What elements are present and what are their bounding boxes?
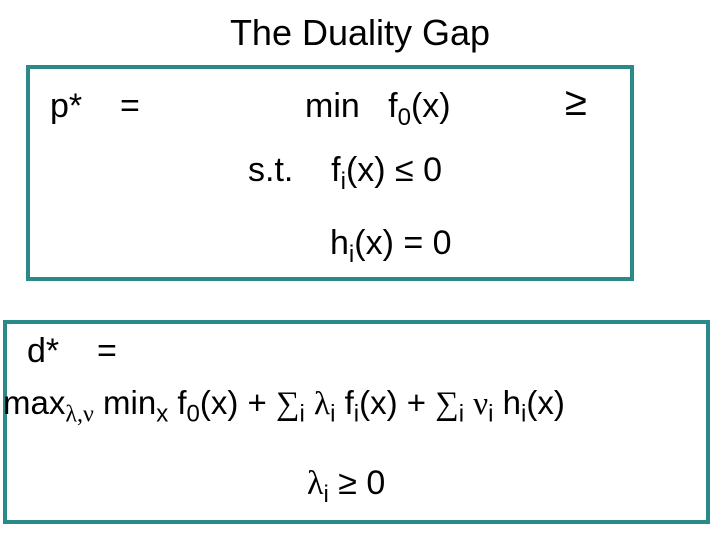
- st-constraint: s.t. fi(x) ≤ 0: [248, 151, 442, 190]
- sum2-sub: i: [459, 401, 464, 428]
- dhi-h: h: [503, 384, 521, 421]
- c-lam: λ: [307, 465, 324, 502]
- primal-box: p* = min f0(x) s.t. fi(x) ≤ 0 hi(x) = 0: [26, 65, 634, 281]
- dfi-arg: (x): [359, 384, 397, 421]
- min-sub: x: [156, 401, 168, 428]
- hi-h: h: [330, 224, 349, 262]
- slide-title: The Duality Gap: [0, 0, 720, 64]
- df0-sub: 0: [187, 401, 200, 428]
- df0-f: f: [177, 384, 186, 421]
- sum2: ∑: [435, 386, 459, 422]
- nu-sub: i: [488, 401, 493, 428]
- dual-box: d* = maxλ,ν minx f0(x) + ∑i λi fi(x) + ∑…: [3, 320, 710, 524]
- d-star: d*: [27, 332, 59, 370]
- dmin-word: min: [103, 384, 156, 421]
- lam: λ: [314, 386, 330, 422]
- dhi-arg: (x): [526, 384, 564, 421]
- sum1-sub: i: [300, 401, 305, 428]
- geq-symbol: ≥: [565, 80, 587, 125]
- eq0: = 0: [394, 224, 452, 262]
- fi-arg: (x): [346, 151, 386, 189]
- h-constraint: hi(x) = 0: [330, 224, 452, 263]
- leq0: ≤ 0: [386, 151, 442, 189]
- p-star: p*: [50, 87, 82, 125]
- max-sub: λ,ν: [65, 402, 94, 428]
- dfi-f: f: [345, 384, 354, 421]
- plus2: +: [398, 384, 436, 421]
- p-star-label: p* =: [50, 87, 140, 126]
- max-word: max: [3, 384, 65, 421]
- fi-f: f: [331, 151, 340, 189]
- d-star-label: d* =: [27, 332, 117, 371]
- df0-arg: (x): [200, 384, 238, 421]
- plus1: +: [238, 384, 276, 421]
- eq-sign: =: [120, 87, 140, 125]
- lambda-constraint: λi ≥ 0: [307, 464, 385, 503]
- min-f0: min f0(x): [305, 87, 451, 126]
- c-geq: ≥ 0: [329, 464, 385, 502]
- hi-arg: (x): [354, 224, 394, 262]
- f0-f: f: [388, 87, 397, 125]
- lagrangian-expr: maxλ,ν minx f0(x) + ∑i λi fi(x) + ∑i νi …: [3, 384, 565, 423]
- min-word: min: [305, 87, 360, 125]
- f0-sub: 0: [398, 104, 411, 131]
- f0-arg: (x): [411, 87, 451, 125]
- d-eq-sign: =: [97, 332, 117, 370]
- st-word: s.t.: [248, 151, 293, 189]
- lam-sub: i: [330, 401, 335, 428]
- sum1: ∑: [276, 386, 300, 422]
- nu: ν: [473, 386, 488, 422]
